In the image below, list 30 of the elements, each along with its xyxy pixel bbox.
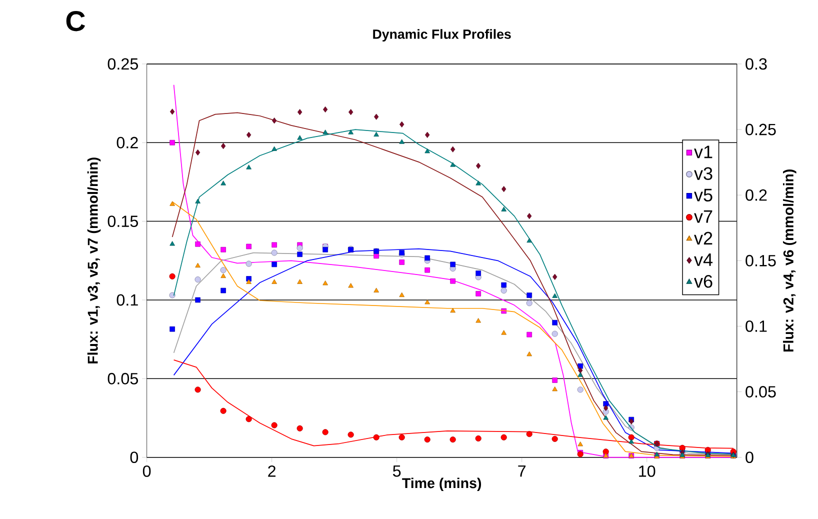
y-tick-label: 0.1 (116, 294, 138, 306)
x-tick-label: 5 (392, 465, 401, 477)
y-tick-label: 0.15 (108, 215, 138, 227)
text: C (66, 10, 86, 32)
y2-axis-title: Flux: v2, v4, v6 (mmol/min) (783, 169, 796, 352)
legend-label: v5 (694, 188, 712, 202)
y-axis-title: Flux: v1, v3, v5, v7 (mmol/min) (87, 157, 101, 364)
x-tick-label: 2 (268, 465, 276, 477)
y-tick-label: 0.05 (108, 372, 138, 384)
y2-tick-label: 0.1 (746, 320, 767, 332)
legend-label: v4 (694, 253, 713, 266)
y-tick-label: 0 (130, 451, 138, 463)
y2-tick-label: 0.2 (746, 189, 767, 201)
y2-tick-label: 0.25 (746, 124, 776, 136)
legend-label: v3 (694, 167, 712, 180)
chart-title: Dynamic Flux Profiles (373, 28, 511, 42)
x-axis-title: Time (mins) (402, 478, 482, 491)
x-tick-label: 7 (518, 465, 526, 476)
legend-label: v7 (694, 210, 712, 223)
legend-label: v1 (694, 146, 712, 158)
y2-tick-label: 0.15 (746, 254, 776, 266)
legend-label: v2 (694, 232, 712, 244)
y-tick-label: 0.25 (108, 58, 138, 70)
y2-tick-label: 0.05 (746, 386, 776, 398)
x-tick-label: 0 (142, 465, 151, 477)
y-tick-label: 0.2 (116, 136, 138, 148)
y2-tick-label: 0 (746, 451, 754, 463)
legend-label: v6 (694, 274, 712, 288)
y2-tick-label: 0.3 (746, 58, 767, 70)
x-tick-label: 10 (639, 465, 656, 477)
